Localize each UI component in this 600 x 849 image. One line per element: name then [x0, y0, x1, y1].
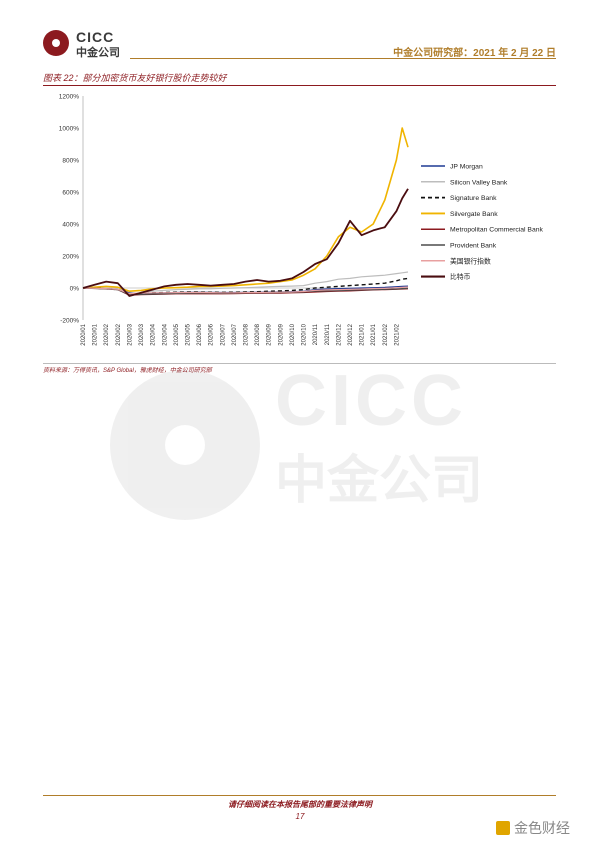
figure-title-divider — [43, 85, 556, 86]
footer-divider — [43, 795, 556, 796]
x-tick-label: 2020/09 — [267, 323, 273, 345]
logo-cn-text: 中金公司 — [76, 47, 120, 59]
x-tick-label: 2020/04 — [162, 323, 168, 345]
legend-label: Silvergate Bank — [450, 211, 498, 218]
y-tick-label: 200% — [62, 254, 79, 261]
x-tick-label: 2020/10 — [290, 323, 296, 345]
watermark: CICC 中金公司 — [110, 360, 510, 530]
x-tick-label: 2020/12 — [336, 323, 342, 345]
line-chart: -200% 0% 200% 400% 600% 800% 1000% 1200% 2020/01… — [59, 94, 544, 346]
logo-text: CICC — [76, 29, 115, 45]
legend-label: JP Morgan — [450, 164, 483, 171]
chart-container: -200% 0% 200% 400% 600% 800% 1000% 1200% 2020/01… — [43, 88, 556, 360]
x-tick-label: 2020/06 — [209, 323, 215, 345]
y-tick-label: 1200% — [59, 94, 79, 101]
x-tick-label: 2020/12 — [348, 323, 354, 345]
x-tick-label: 2020/05 — [174, 323, 180, 345]
watermark-logo-icon — [110, 370, 260, 520]
x-tick-label: 2020/06 — [197, 323, 203, 345]
x-tick-label: 2020/09 — [278, 323, 284, 345]
x-tick-label: 2020/01 — [81, 323, 87, 345]
x-tick-label: 2020/03 — [127, 323, 133, 345]
y-tick-label: 600% — [62, 190, 79, 197]
x-tick-label: 2020/02 — [104, 323, 110, 345]
page-number: 17 — [295, 812, 305, 821]
header-date: 中金公司研究部：2021 年 2 月 22 日 — [393, 48, 556, 59]
y-tick-label: 800% — [62, 158, 79, 165]
page-header: CICC 中金公司 中金公司研究部：2021 年 2 月 22 日 — [0, 0, 600, 66]
y-tick-label: -200% — [60, 318, 79, 325]
site-watermark: 金色财经 — [496, 818, 570, 838]
x-tick-label: 2020/11 — [325, 323, 331, 345]
figure-source: 资料来源：万得资讯，S&P Global，雅虎财经，中金公司研究部 — [43, 368, 212, 374]
x-tick-label: 2020/10 — [302, 323, 308, 345]
x-tick-label: 2020/04 — [151, 323, 157, 345]
y-tick-label: 1000% — [59, 126, 79, 133]
site-name: 金色财经 — [514, 820, 570, 836]
x-tick-label: 2021/02 — [383, 323, 389, 345]
legend-label: Silicon Valley Bank — [450, 179, 508, 186]
x-tick-label: 2020/08 — [255, 323, 261, 345]
x-tick-label: 2021/02 — [394, 323, 400, 345]
source-divider — [43, 363, 556, 364]
site-logo-icon — [496, 821, 510, 835]
y-tick-label: 0% — [70, 286, 80, 293]
x-tick-label: 2021/01 — [371, 323, 377, 345]
legend-label: Metropolitan Commercial Bank — [450, 227, 544, 234]
x-tick-label: 2021/01 — [360, 323, 366, 345]
x-tick-label: 2020/07 — [220, 323, 226, 345]
series-line — [82, 188, 409, 297]
watermark-text: CICC — [275, 361, 467, 441]
legend-label: Provident Bank — [450, 243, 497, 250]
cicc-logo-icon — [43, 30, 69, 56]
x-tick-label: 2020/08 — [244, 323, 250, 345]
y-tick-label: 400% — [62, 222, 79, 229]
legend-label: 比特币 — [450, 272, 471, 281]
x-tick-label: 2020/01 — [93, 323, 99, 345]
legend-label: 美国银行指数 — [450, 256, 491, 265]
x-tick-label: 2020/02 — [116, 323, 122, 345]
legend-label: Signature Bank — [450, 195, 497, 202]
x-tick-label: 2020/07 — [232, 323, 238, 345]
x-tick-label: 2020/05 — [185, 323, 191, 345]
watermark-cn-text: 中金公司 — [275, 452, 484, 510]
series-line — [82, 127, 409, 292]
header-divider — [130, 58, 556, 59]
x-tick-label: 2020/03 — [139, 323, 145, 345]
legal-note: 请仔细阅读在本报告尾部的重要法律声明 — [228, 800, 372, 809]
figure-title: 图表 22：部分加密货币友好银行股价走势较好 — [43, 73, 227, 83]
x-tick-label: 2020/11 — [313, 323, 319, 345]
